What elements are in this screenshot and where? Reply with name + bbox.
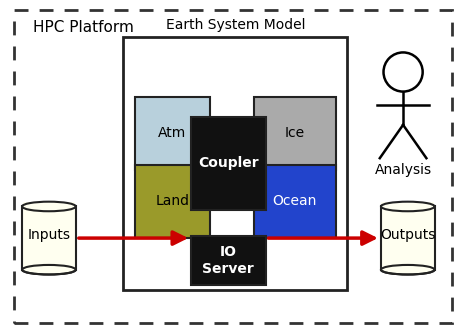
Text: Earth System Model: Earth System Model (165, 18, 305, 32)
Bar (381, 206, 434, 270)
Text: Land: Land (156, 194, 189, 208)
Text: IO
Server: IO Server (202, 245, 254, 276)
Bar (135, 165, 210, 238)
Text: Inputs: Inputs (27, 228, 70, 242)
Text: Ice: Ice (285, 126, 305, 140)
Bar (381, 202, 434, 270)
Ellipse shape (22, 202, 75, 211)
Ellipse shape (22, 265, 75, 274)
Bar (254, 97, 336, 170)
Ellipse shape (381, 265, 435, 274)
Text: Outputs: Outputs (380, 228, 435, 242)
Bar (191, 117, 266, 210)
Text: Coupler: Coupler (198, 156, 259, 170)
Bar (135, 97, 210, 170)
Bar (22, 206, 75, 270)
Text: HPC Platform: HPC Platform (33, 20, 133, 35)
Text: Ocean: Ocean (273, 194, 317, 208)
Text: Analysis: Analysis (375, 163, 432, 177)
Bar (123, 37, 347, 290)
Bar (22, 202, 75, 270)
Bar (254, 165, 336, 238)
Text: Atm: Atm (158, 126, 186, 140)
Ellipse shape (384, 52, 423, 92)
Ellipse shape (381, 202, 435, 211)
Bar (191, 236, 266, 285)
